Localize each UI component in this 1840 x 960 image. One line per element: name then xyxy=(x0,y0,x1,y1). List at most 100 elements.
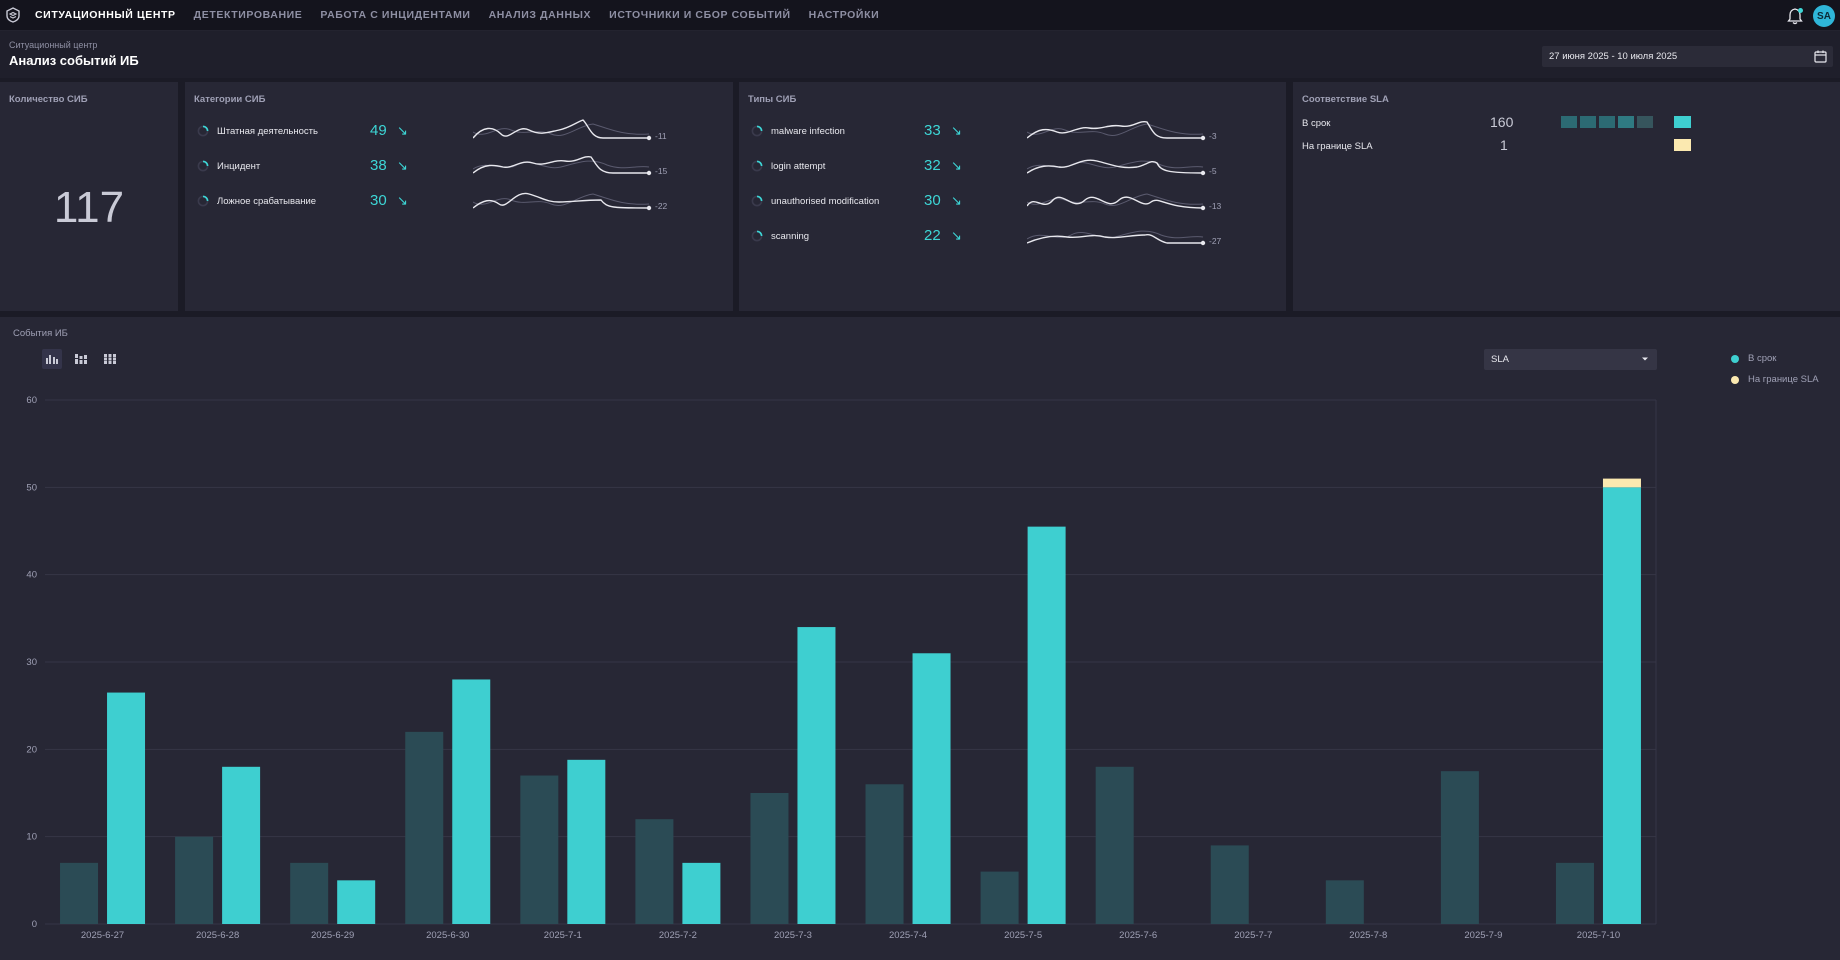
trend-delta-value: -13 xyxy=(1209,201,1222,211)
bar-total[interactable] xyxy=(635,819,674,924)
legend-item-ontime[interactable]: В срок xyxy=(1731,353,1776,364)
trend-sparkline xyxy=(473,192,652,211)
trend-sparkline xyxy=(1027,193,1206,211)
events-bar-chart: 0 10 20 30 40 50 60 2025-6-27 2025-6-28 2025-6-29… xyxy=(26,395,1657,941)
bar-total[interactable] xyxy=(980,871,1019,924)
nav-item-1[interactable]: ДЕТЕКТИРОВАНИЕ xyxy=(193,9,303,21)
type-row[interactable]: unauthorised modification 30 ↘ xyxy=(751,192,1271,212)
bar-total[interactable] xyxy=(520,775,559,924)
bar-on-time[interactable] xyxy=(222,766,261,924)
legend-item-border[interactable]: На границе SLA xyxy=(1731,374,1819,385)
trend-down-icon: ↘ xyxy=(951,123,962,138)
y-tick-label: 20 xyxy=(26,744,37,755)
progress-ring-icon xyxy=(197,125,209,137)
type-row[interactable]: login attempt 32 ↘ xyxy=(751,157,1271,177)
nav-item-0[interactable]: СИТУАЦИОННЫЙ ЦЕНТР xyxy=(35,9,176,21)
x-tick-label: 2025-7-8 xyxy=(1349,930,1387,941)
types-card-title: Типы СИБ xyxy=(748,94,797,105)
category-label: Штатная деятельность xyxy=(217,126,318,137)
x-tick-label: 2025-7-1 xyxy=(544,930,582,941)
bar-total[interactable] xyxy=(60,862,99,924)
group-by-select-value: SLA xyxy=(1491,354,1509,365)
bar-on-time[interactable] xyxy=(1027,526,1066,924)
app-logo-icon[interactable] xyxy=(5,7,21,23)
category-row[interactable]: Штатная деятельность 49 ↘ xyxy=(197,122,717,142)
type-row[interactable]: malware infection 33 ↘ xyxy=(751,122,1271,142)
bar-total[interactable] xyxy=(1210,845,1249,924)
bar-total[interactable] xyxy=(1095,766,1134,924)
user-avatar[interactable]: SA xyxy=(1813,5,1835,27)
x-tick-label: 2025-6-27 xyxy=(81,930,124,941)
progress-ring-icon xyxy=(197,195,209,207)
calendar-icon[interactable] xyxy=(1814,50,1827,63)
bar-on-time[interactable] xyxy=(797,627,836,924)
bar-total[interactable] xyxy=(405,731,444,924)
bar-on-time[interactable] xyxy=(567,759,606,924)
trend-delta-value: -3 xyxy=(1209,131,1217,141)
category-row[interactable]: Ложное срабатывание 30 ↘ xyxy=(197,192,717,212)
trend-down-icon: ↘ xyxy=(397,158,408,173)
notification-bell-icon[interactable] xyxy=(1785,6,1805,26)
category-value: 38 xyxy=(370,157,387,174)
y-tick-label: 50 xyxy=(26,482,37,493)
trend-delta-value: -27 xyxy=(1209,236,1222,246)
bar-on-time[interactable] xyxy=(912,653,951,924)
progress-ring-icon xyxy=(751,160,763,172)
breadcrumb[interactable]: Ситуационный центр xyxy=(9,40,98,50)
sla-card: Соответствие SLA В срок 160 На границе S… xyxy=(1293,82,1840,311)
bar-total[interactable] xyxy=(175,836,214,924)
type-value: 30 xyxy=(924,192,941,209)
bar-total[interactable] xyxy=(1325,880,1364,924)
types-card: Типы СИБ malware infection 33 ↘ -3 login att… xyxy=(739,82,1286,311)
group-by-select[interactable]: SLA xyxy=(1484,349,1657,370)
trend-delta-value: -11 xyxy=(655,131,667,141)
bar-total[interactable] xyxy=(290,862,329,924)
grouped-bar-view-button[interactable] xyxy=(42,349,62,369)
heatmap-view-button[interactable] xyxy=(100,349,120,369)
progress-ring-icon xyxy=(751,195,763,207)
type-label: scanning xyxy=(771,231,810,242)
trend-down-icon: ↘ xyxy=(397,193,408,208)
sla-ontime-value: 160 xyxy=(1490,114,1514,130)
category-value: 30 xyxy=(370,192,387,209)
type-value: 32 xyxy=(924,157,941,174)
nav-item-4[interactable]: ИСТОЧНИКИ И СБОР СОБЫТИЙ xyxy=(609,9,791,21)
bar-total[interactable] xyxy=(1555,862,1594,924)
y-tick-label: 30 xyxy=(26,657,37,668)
categories-card-title: Категории СИБ xyxy=(194,94,266,105)
trend-delta-value: -22 xyxy=(655,201,668,211)
x-tick-label: 2025-7-3 xyxy=(774,930,812,941)
trend-sparkline xyxy=(473,119,652,141)
trend-sparkline xyxy=(473,155,652,176)
stacked-bar-view-button[interactable] xyxy=(71,349,91,369)
nav-item-5[interactable]: НАСТРОЙКИ xyxy=(808,9,880,21)
grouped-bar-icon xyxy=(46,355,58,364)
bar-on-time[interactable] xyxy=(337,880,376,924)
x-tick-label: 2025-7-5 xyxy=(1004,930,1042,941)
bar-sla-border[interactable] xyxy=(1602,478,1641,488)
y-tick-label: 60 xyxy=(26,395,37,406)
trend-delta-value: -15 xyxy=(655,166,668,176)
nav-item-3[interactable]: АНАЛИЗ ДАННЫХ xyxy=(488,9,592,21)
x-tick-label: 2025-7-7 xyxy=(1234,930,1272,941)
bar-on-time[interactable] xyxy=(107,692,146,924)
bar-total[interactable] xyxy=(1440,771,1479,924)
bar-total[interactable] xyxy=(750,793,789,924)
categories-card: Категории СИБ Штатная деятельность 49 ↘ -11… xyxy=(185,82,733,311)
bar-on-time[interactable] xyxy=(682,862,721,924)
bar-on-time[interactable] xyxy=(1602,487,1641,924)
legend-label: В срок xyxy=(1748,353,1777,364)
stacked-bar-icon xyxy=(75,354,87,364)
bar-total[interactable] xyxy=(865,784,904,924)
legend-label: На границе SLA xyxy=(1748,374,1819,385)
type-row[interactable]: scanning 22 ↘ xyxy=(751,227,1271,247)
date-range-picker[interactable]: 27 июня 2025 - 10 июля 2025 xyxy=(1542,46,1833,67)
grid-icon xyxy=(104,354,116,364)
bar-on-time[interactable] xyxy=(452,679,491,924)
x-tick-label: 2025-7-2 xyxy=(659,930,697,941)
category-row[interactable]: Инцидент 38 ↘ xyxy=(197,157,717,177)
type-label: unauthorised modification xyxy=(771,196,880,207)
sla-card-title: Соответствие SLA xyxy=(1302,94,1389,105)
trend-down-icon: ↘ xyxy=(951,228,962,243)
nav-item-2[interactable]: РАБОТА С ИНЦИДЕНТАМИ xyxy=(320,9,471,21)
